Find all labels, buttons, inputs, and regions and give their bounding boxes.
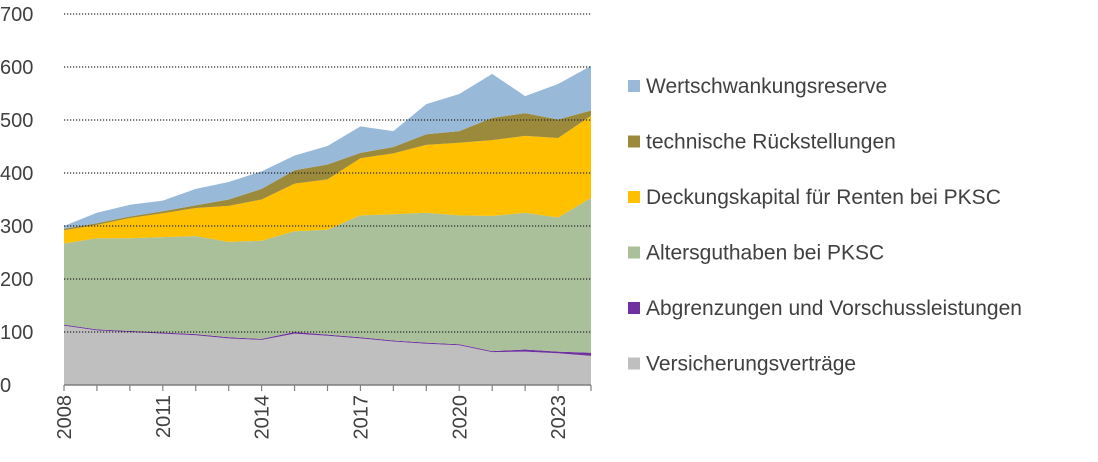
y-tick-label: 0 [0, 375, 11, 397]
legend-swatch [628, 246, 640, 259]
x-tick-label: 2020 [449, 395, 471, 440]
x-tick-label: 2011 [153, 395, 175, 438]
y-tick-label: 400 [0, 163, 33, 185]
area-series-4 [64, 110, 591, 231]
x-tick-label: 2023 [548, 395, 570, 440]
area-series-3 [64, 115, 591, 244]
axes [63, 384, 592, 391]
y-tick-label: 100 [0, 322, 33, 344]
x-tick-label: 2008 [54, 395, 76, 440]
x-tick-label: 2014 [252, 395, 274, 440]
legend-swatch [628, 135, 640, 148]
x-tick-label: 2017 [350, 395, 372, 440]
y-axis-tick-labels: 0 100 200 300 400 500 600 700 [0, 4, 33, 397]
gridlines-overlay [64, 13, 591, 333]
y-tick-label: 600 [0, 57, 33, 79]
area-series-0 [64, 325, 591, 385]
legend: Wertschwankungsreserve technische Rückste… [628, 75, 1022, 376]
legend-label: Versicherungsverträge [646, 353, 856, 376]
legend-swatch [628, 357, 640, 370]
y-tick-label: 300 [0, 216, 33, 238]
y-tick-label: 200 [0, 269, 33, 291]
legend-label: Deckungskapital für Renten bei PKSC [646, 186, 1001, 209]
plot-areas [64, 65, 591, 385]
legend-label: technische Rückstellungen [646, 131, 896, 154]
y-tick-label: 500 [0, 110, 33, 132]
x-axis-tick-labels: 2008 2011 2014 2017 2020 2023 [54, 395, 570, 440]
legend-swatch [628, 191, 640, 203]
legend-label: Wertschwankungsreserve [646, 75, 887, 98]
area-series-5 [64, 65, 591, 229]
legend-label: Abgrenzungen und Vorschussleistungen [646, 297, 1022, 320]
legend-label: Altersguthaben bei PKSC [646, 242, 884, 265]
y-tick-label: 700 [0, 4, 33, 26]
area-series-2 [64, 197, 591, 353]
legend-swatch [628, 302, 640, 314]
legend-swatch [628, 80, 640, 92]
